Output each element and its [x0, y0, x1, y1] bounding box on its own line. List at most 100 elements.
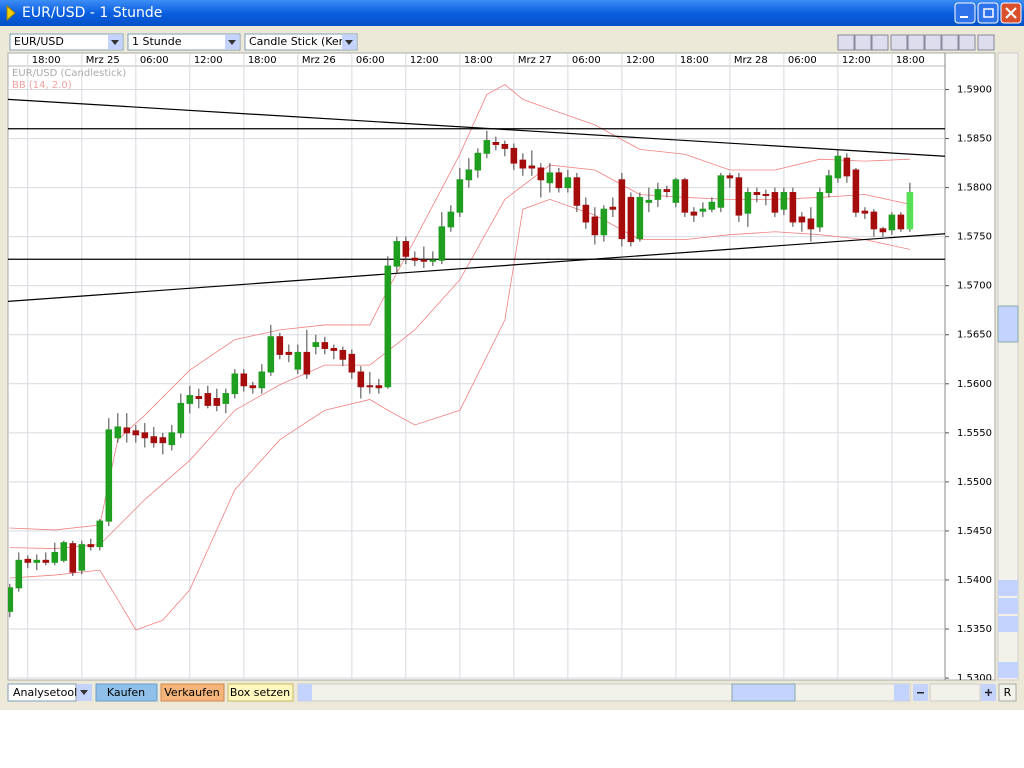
x-tick-label: 06:00: [140, 55, 169, 66]
scroll-right[interactable]: [894, 684, 909, 701]
candle-body: [330, 347, 338, 351]
candle-body: [618, 179, 626, 240]
candle-body: [690, 211, 698, 216]
candle-body: [627, 196, 635, 243]
x-tick-label: 18:00: [680, 55, 709, 66]
tool-button[interactable]: [977, 34, 995, 51]
candle-body: [564, 177, 572, 189]
candle-body: [168, 432, 176, 446]
candle-body: [402, 241, 410, 257]
candle-body: [762, 193, 770, 196]
y-tick-label: 1.5700: [957, 281, 992, 292]
candle-body: [636, 196, 644, 240]
candle-body: [672, 179, 680, 203]
scroll-track[interactable]: [997, 52, 1019, 681]
minus-icon: [917, 692, 924, 694]
toolbar: EUR/USD 1 Stunde Candle Stick (Kerze: [9, 33, 995, 51]
candle-body: [267, 336, 275, 373]
candle-body: [204, 393, 212, 406]
app-icon: [6, 4, 16, 22]
candle-body: [780, 192, 788, 210]
symbol-dropdown[interactable]: [9, 33, 124, 51]
vertical-scrollbar: [997, 52, 1019, 681]
candle-body: [51, 551, 59, 563]
y-tick-label: 1.5900: [957, 85, 992, 96]
candle-body: [384, 265, 392, 388]
candle-body: [573, 177, 581, 206]
x-tick-label: 18:00: [464, 55, 493, 66]
candle-body: [213, 398, 221, 406]
tool-button[interactable]: [854, 34, 872, 51]
tool-button[interactable]: [871, 34, 889, 51]
trend-line: [8, 98, 945, 157]
candle-body: [87, 544, 95, 548]
arrow-icon: [345, 40, 353, 45]
symbol-text: EUR/USD: [14, 35, 64, 48]
y-tick-label: 1.5550: [957, 428, 992, 439]
candle-body: [375, 385, 383, 389]
x-tick-label: 06:00: [788, 55, 817, 66]
arrow-icon: [80, 690, 88, 695]
candle-body: [114, 426, 122, 439]
zoom-slider[interactable]: [929, 683, 981, 702]
bollinger-band: [9, 164, 910, 549]
candle-body: [348, 353, 356, 373]
window-controls: [954, 2, 1022, 24]
tool-button[interactable]: [837, 34, 855, 51]
x-tick-label: 18:00: [896, 55, 925, 66]
candle-body: [600, 208, 608, 236]
horizontal-scroll-track[interactable]: [297, 683, 911, 702]
candle-body: [645, 199, 653, 203]
tool-button[interactable]: [941, 34, 959, 51]
tool-button[interactable]: [907, 34, 925, 51]
candle-body: [357, 371, 365, 388]
tool-button[interactable]: [924, 34, 942, 51]
candle-body: [195, 396, 203, 400]
candle-body: [888, 214, 896, 231]
candle-body: [258, 371, 266, 389]
scroll-left[interactable]: [298, 684, 312, 701]
sell-button[interactable]: [160, 683, 225, 702]
button-label: Verkaufen: [164, 686, 219, 699]
tool-button[interactable]: [890, 34, 908, 51]
buy-button[interactable]: [95, 683, 158, 702]
candle-body: [744, 192, 752, 214]
interval-text: 1 Stunde: [132, 35, 182, 48]
horizontal-scroll-thumb[interactable]: [731, 683, 796, 702]
candle-body: [735, 177, 743, 216]
minimize-button[interactable]: [954, 2, 976, 24]
maximize-button[interactable]: [977, 2, 999, 24]
candle-body: [60, 542, 68, 561]
trend-line: [8, 233, 945, 302]
analysis-tool-dropdown[interactable]: [7, 683, 77, 702]
box-button[interactable]: [227, 683, 294, 702]
candle-body: [222, 393, 230, 404]
scroll-thumb[interactable]: [997, 305, 1019, 343]
candle-body: [456, 179, 464, 213]
button-label: Kaufen: [107, 686, 145, 699]
candle-body: [15, 559, 23, 589]
candle-body: [150, 436, 158, 444]
chart-type-dropdown[interactable]: [244, 33, 358, 51]
zoom-in[interactable]: [998, 598, 1018, 614]
interval-dropdown[interactable]: [127, 33, 241, 51]
candle-body: [897, 214, 905, 230]
close-icon: [1005, 7, 1017, 19]
reset-button[interactable]: [998, 683, 1017, 702]
candle-body: [798, 216, 806, 223]
candle-body: [609, 206, 617, 210]
scroll-down[interactable]: [998, 662, 1018, 678]
candle-body: [555, 172, 563, 189]
candle-body: [591, 216, 599, 236]
zoom-out[interactable]: [998, 616, 1018, 632]
candle-body: [420, 259, 428, 262]
candle-body: [24, 558, 32, 563]
candle-body: [42, 559, 50, 563]
scroll-up[interactable]: [998, 580, 1018, 596]
tool-button[interactable]: [958, 34, 976, 51]
x-tick-label: 06:00: [572, 55, 601, 66]
axis: 18:00 Mrz 25 06:00 12:00 18:00 Mrz 26 06:00 12:…: [32, 55, 992, 680]
candle-body: [510, 147, 518, 164]
candle-body: [321, 342, 329, 349]
candle-body: [708, 201, 716, 210]
